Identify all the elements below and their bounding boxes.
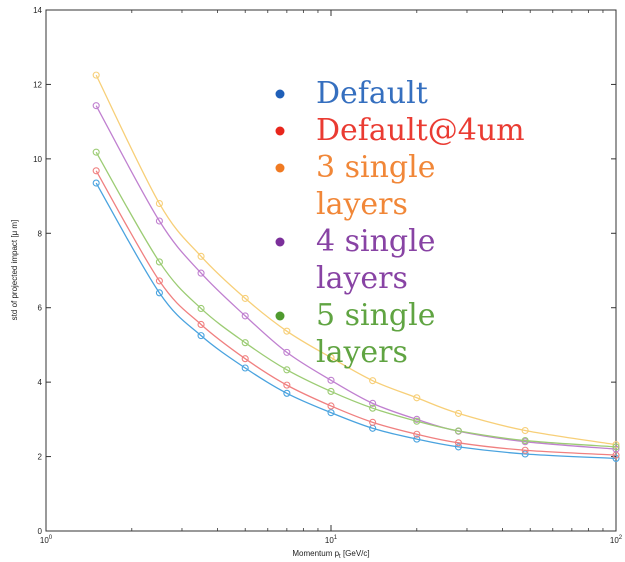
y-tick-label: 12 bbox=[33, 80, 42, 89]
data-point-4-single-layers bbox=[612, 445, 620, 453]
legend-label-default: Default bbox=[316, 76, 428, 111]
series-line-default-4um bbox=[95, 170, 617, 456]
legend-label-default-4um: Default@4um bbox=[316, 113, 525, 148]
data-point-3-single-layers bbox=[241, 294, 249, 302]
data-point-5-single-layers bbox=[197, 304, 205, 313]
x-axis-label: Momentum pt [GeV/c] bbox=[292, 549, 369, 560]
data-point-default bbox=[327, 409, 335, 417]
y-tick-label: 10 bbox=[33, 155, 42, 164]
x-tick-label: 101 bbox=[325, 535, 338, 545]
data-point-default-4um bbox=[369, 418, 377, 426]
y-axis-label: std of projected impact [μ m] bbox=[10, 220, 19, 321]
data-point-4-single-layers bbox=[283, 348, 291, 356]
x-tick-label: 102 bbox=[610, 535, 623, 545]
data-point-4-single-layers bbox=[327, 376, 335, 384]
y-tick-label: 4 bbox=[38, 378, 43, 387]
data-point-4-single-layers bbox=[92, 102, 100, 110]
data-point-4-single-layers bbox=[155, 217, 163, 225]
data-point-5-single-layers bbox=[92, 148, 100, 156]
data-point-default bbox=[413, 435, 421, 443]
data-point-default bbox=[155, 289, 163, 297]
data-point-3-single-layers bbox=[155, 199, 163, 208]
data-point-5-single-layers bbox=[155, 258, 163, 266]
data-point-default-4um bbox=[454, 439, 462, 447]
series-line-3-single-layers bbox=[95, 74, 617, 446]
data-point-3-single-layers bbox=[283, 327, 291, 335]
data-point-3-single-layers bbox=[454, 409, 462, 417]
data-point-default bbox=[92, 179, 100, 187]
legend-marker-default bbox=[275, 89, 285, 99]
data-point-5-single-layers bbox=[454, 427, 462, 435]
x-tick-label: 100 bbox=[40, 535, 53, 545]
series-line-4-single-layers bbox=[95, 105, 617, 450]
y-tick-label: 6 bbox=[38, 304, 43, 313]
data-point-5-single-layers bbox=[413, 417, 421, 425]
series-line-5-single-layers bbox=[95, 151, 617, 448]
legend-marker-3-single-layers bbox=[275, 163, 285, 173]
data-point-3-single-layers bbox=[92, 71, 100, 79]
data-point-5-single-layers bbox=[369, 404, 377, 412]
data-point-5-single-layers bbox=[521, 437, 529, 445]
data-point-5-single-layers bbox=[612, 443, 620, 451]
legend-marker-5-single-layers bbox=[275, 311, 285, 321]
data-point-4-single-layers bbox=[241, 312, 249, 320]
y-tick-label: 2 bbox=[38, 453, 43, 462]
series-line-default bbox=[95, 182, 617, 460]
legend-marker-default-4um bbox=[275, 126, 285, 136]
legend-label-4-single-layers: 4 single layers bbox=[316, 224, 436, 296]
data-point-3-single-layers bbox=[327, 354, 335, 362]
data-point-default-4um bbox=[92, 167, 100, 175]
legend-label-5-single-layers: 5 single layers bbox=[316, 298, 436, 370]
data-point-default bbox=[197, 332, 205, 340]
data-point-4-single-layers bbox=[197, 269, 205, 277]
data-point-default-4um bbox=[197, 320, 205, 329]
series-layer bbox=[92, 71, 620, 462]
data-point-5-single-layers bbox=[283, 366, 291, 374]
data-point-default-4um bbox=[241, 355, 249, 363]
data-point-default bbox=[283, 389, 291, 397]
data-point-default-4um bbox=[521, 446, 529, 454]
data-point-default-4um bbox=[327, 402, 335, 410]
data-point-default-4um bbox=[155, 277, 163, 285]
data-point-3-single-layers bbox=[369, 377, 377, 385]
data-point-default bbox=[241, 364, 249, 372]
data-point-5-single-layers bbox=[327, 387, 335, 395]
data-point-3-single-layers bbox=[612, 441, 620, 449]
data-point-4-single-layers bbox=[369, 399, 377, 407]
data-point-5-single-layers bbox=[241, 339, 249, 347]
data-point-default bbox=[454, 443, 462, 451]
data-point-default-4um bbox=[413, 430, 421, 438]
y-tick-label: 0 bbox=[38, 527, 43, 536]
data-point-3-single-layers bbox=[521, 426, 529, 435]
y-tick-label: 8 bbox=[38, 229, 43, 238]
data-point-default bbox=[521, 450, 529, 458]
data-point-3-single-layers bbox=[413, 394, 421, 402]
data-point-3-single-layers bbox=[197, 252, 205, 260]
legend-marker-4-single-layers bbox=[275, 237, 285, 247]
data-point-default-4um bbox=[283, 381, 291, 389]
data-point-default bbox=[612, 454, 620, 462]
y-tick-label: 14 bbox=[33, 6, 42, 15]
legend-label-3-single-layers: 3 single layers bbox=[316, 150, 436, 222]
